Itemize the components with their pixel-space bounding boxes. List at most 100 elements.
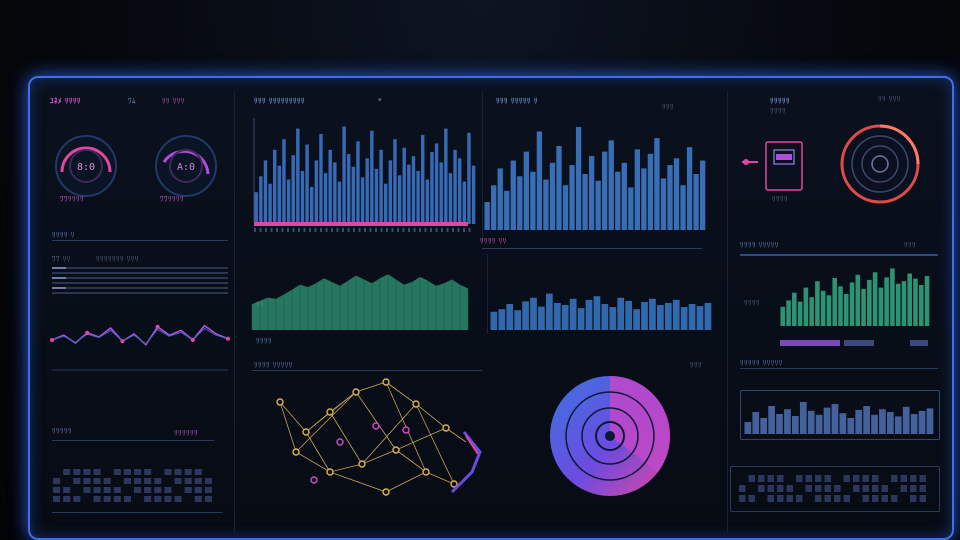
- bar: [421, 134, 425, 224]
- grid-cell: [184, 469, 192, 475]
- bar: [333, 162, 337, 224]
- bar: [744, 422, 752, 434]
- bar: [546, 293, 553, 330]
- bar: [647, 153, 654, 230]
- grid-cell: [815, 475, 822, 482]
- grid-cell: [891, 495, 898, 502]
- tick: [441, 228, 443, 232]
- bar: [672, 299, 680, 330]
- tick: [402, 228, 405, 232]
- grid-cell: [919, 485, 926, 492]
- tick: [292, 228, 295, 232]
- bar: [760, 418, 768, 434]
- grid-cell: [63, 487, 71, 493]
- network-graph: [276, 378, 482, 496]
- grid-cell: [184, 487, 192, 493]
- grid-cell: [174, 478, 182, 484]
- tick: [270, 228, 273, 232]
- bar: [657, 305, 664, 330]
- grid-cell: [872, 495, 879, 502]
- grid-cell: [134, 478, 142, 484]
- bar: [467, 132, 471, 224]
- tick: [380, 228, 383, 232]
- bar: [871, 414, 878, 434]
- bar: [300, 171, 305, 224]
- bar: [282, 139, 286, 224]
- center-top-footer: ﾘﾘﾘﾘ ﾘﾘ: [480, 237, 507, 245]
- bar: [704, 302, 712, 330]
- divider: [52, 512, 222, 513]
- right-top-subtitle: ﾘﾘﾘﾘ: [770, 107, 786, 115]
- grid-cell: [853, 485, 860, 492]
- svg-text:A:0: A:0: [177, 162, 195, 173]
- bar: [601, 304, 609, 330]
- upper-center-right-corner: ﾘﾘﾘ: [662, 103, 674, 111]
- grid-cell: [204, 496, 212, 502]
- grid-cell: [786, 485, 793, 492]
- grid-cell: [824, 495, 831, 502]
- bar: [506, 304, 514, 330]
- bar: [397, 175, 402, 224]
- bar: [807, 410, 815, 434]
- bar: [595, 180, 601, 230]
- bar: [388, 160, 393, 224]
- grid-cell: [113, 496, 121, 502]
- bar: [792, 292, 797, 326]
- grid-cell: [853, 475, 860, 482]
- bar: [379, 149, 383, 224]
- grid-cell: [53, 487, 61, 493]
- tick: [298, 228, 300, 232]
- bar: [577, 308, 585, 330]
- bar: [641, 301, 648, 330]
- bar: [820, 290, 826, 326]
- upper-right-bar-chart: [484, 126, 706, 230]
- bar: [809, 297, 814, 326]
- bar: [514, 310, 522, 330]
- bar: [609, 307, 617, 330]
- line-point: [226, 336, 230, 341]
- bar: [634, 149, 641, 230]
- bar: [649, 298, 656, 330]
- grid-cell: [123, 496, 131, 502]
- grid-cell: [134, 487, 142, 493]
- bar: [924, 276, 930, 326]
- grid-cell: [93, 469, 101, 475]
- bar: [277, 165, 282, 224]
- bar: [693, 174, 699, 230]
- bar: [319, 133, 323, 224]
- bar: [910, 414, 918, 434]
- grid-cell: [862, 485, 869, 492]
- bar: [384, 183, 388, 224]
- grid-cell: [53, 496, 61, 502]
- grid-cell: [919, 475, 926, 482]
- center-top-title: ﾘﾘﾘ ﾘﾘﾘﾘﾘﾘﾘﾘﾘ: [254, 97, 305, 105]
- grid-cell: [154, 496, 162, 502]
- bar: [347, 154, 351, 224]
- left-top-title: ﾕﾈﾒ ﾘﾘﾘﾘ: [50, 97, 81, 105]
- grid-cell: [767, 475, 774, 482]
- grid-cell: [113, 469, 121, 475]
- grid-cell: [777, 495, 784, 502]
- bar: [608, 140, 614, 230]
- bar: [815, 414, 823, 434]
- right-bottom-grid: [739, 475, 926, 502]
- bar: [884, 277, 889, 326]
- bar: [776, 414, 783, 434]
- grid-cell: [63, 469, 71, 475]
- upper-center-right-title: ﾘﾘﾘ ﾘﾘﾘﾘﾘ ﾘ: [496, 97, 538, 105]
- tick: [287, 228, 289, 232]
- grid-cell: [144, 469, 152, 475]
- bar: [588, 156, 595, 230]
- grid-cell: [815, 485, 822, 492]
- bar: [602, 151, 608, 230]
- tick: [457, 228, 460, 232]
- grid-cell: [862, 495, 869, 502]
- grid-cell: [83, 487, 91, 493]
- grid-cell: [834, 495, 841, 502]
- bar: [328, 149, 332, 224]
- grid-cell: [777, 475, 784, 482]
- bar: [688, 304, 696, 330]
- center-mid-area-chart: [251, 274, 469, 330]
- grid-cell: [93, 478, 101, 484]
- tick: [386, 228, 388, 232]
